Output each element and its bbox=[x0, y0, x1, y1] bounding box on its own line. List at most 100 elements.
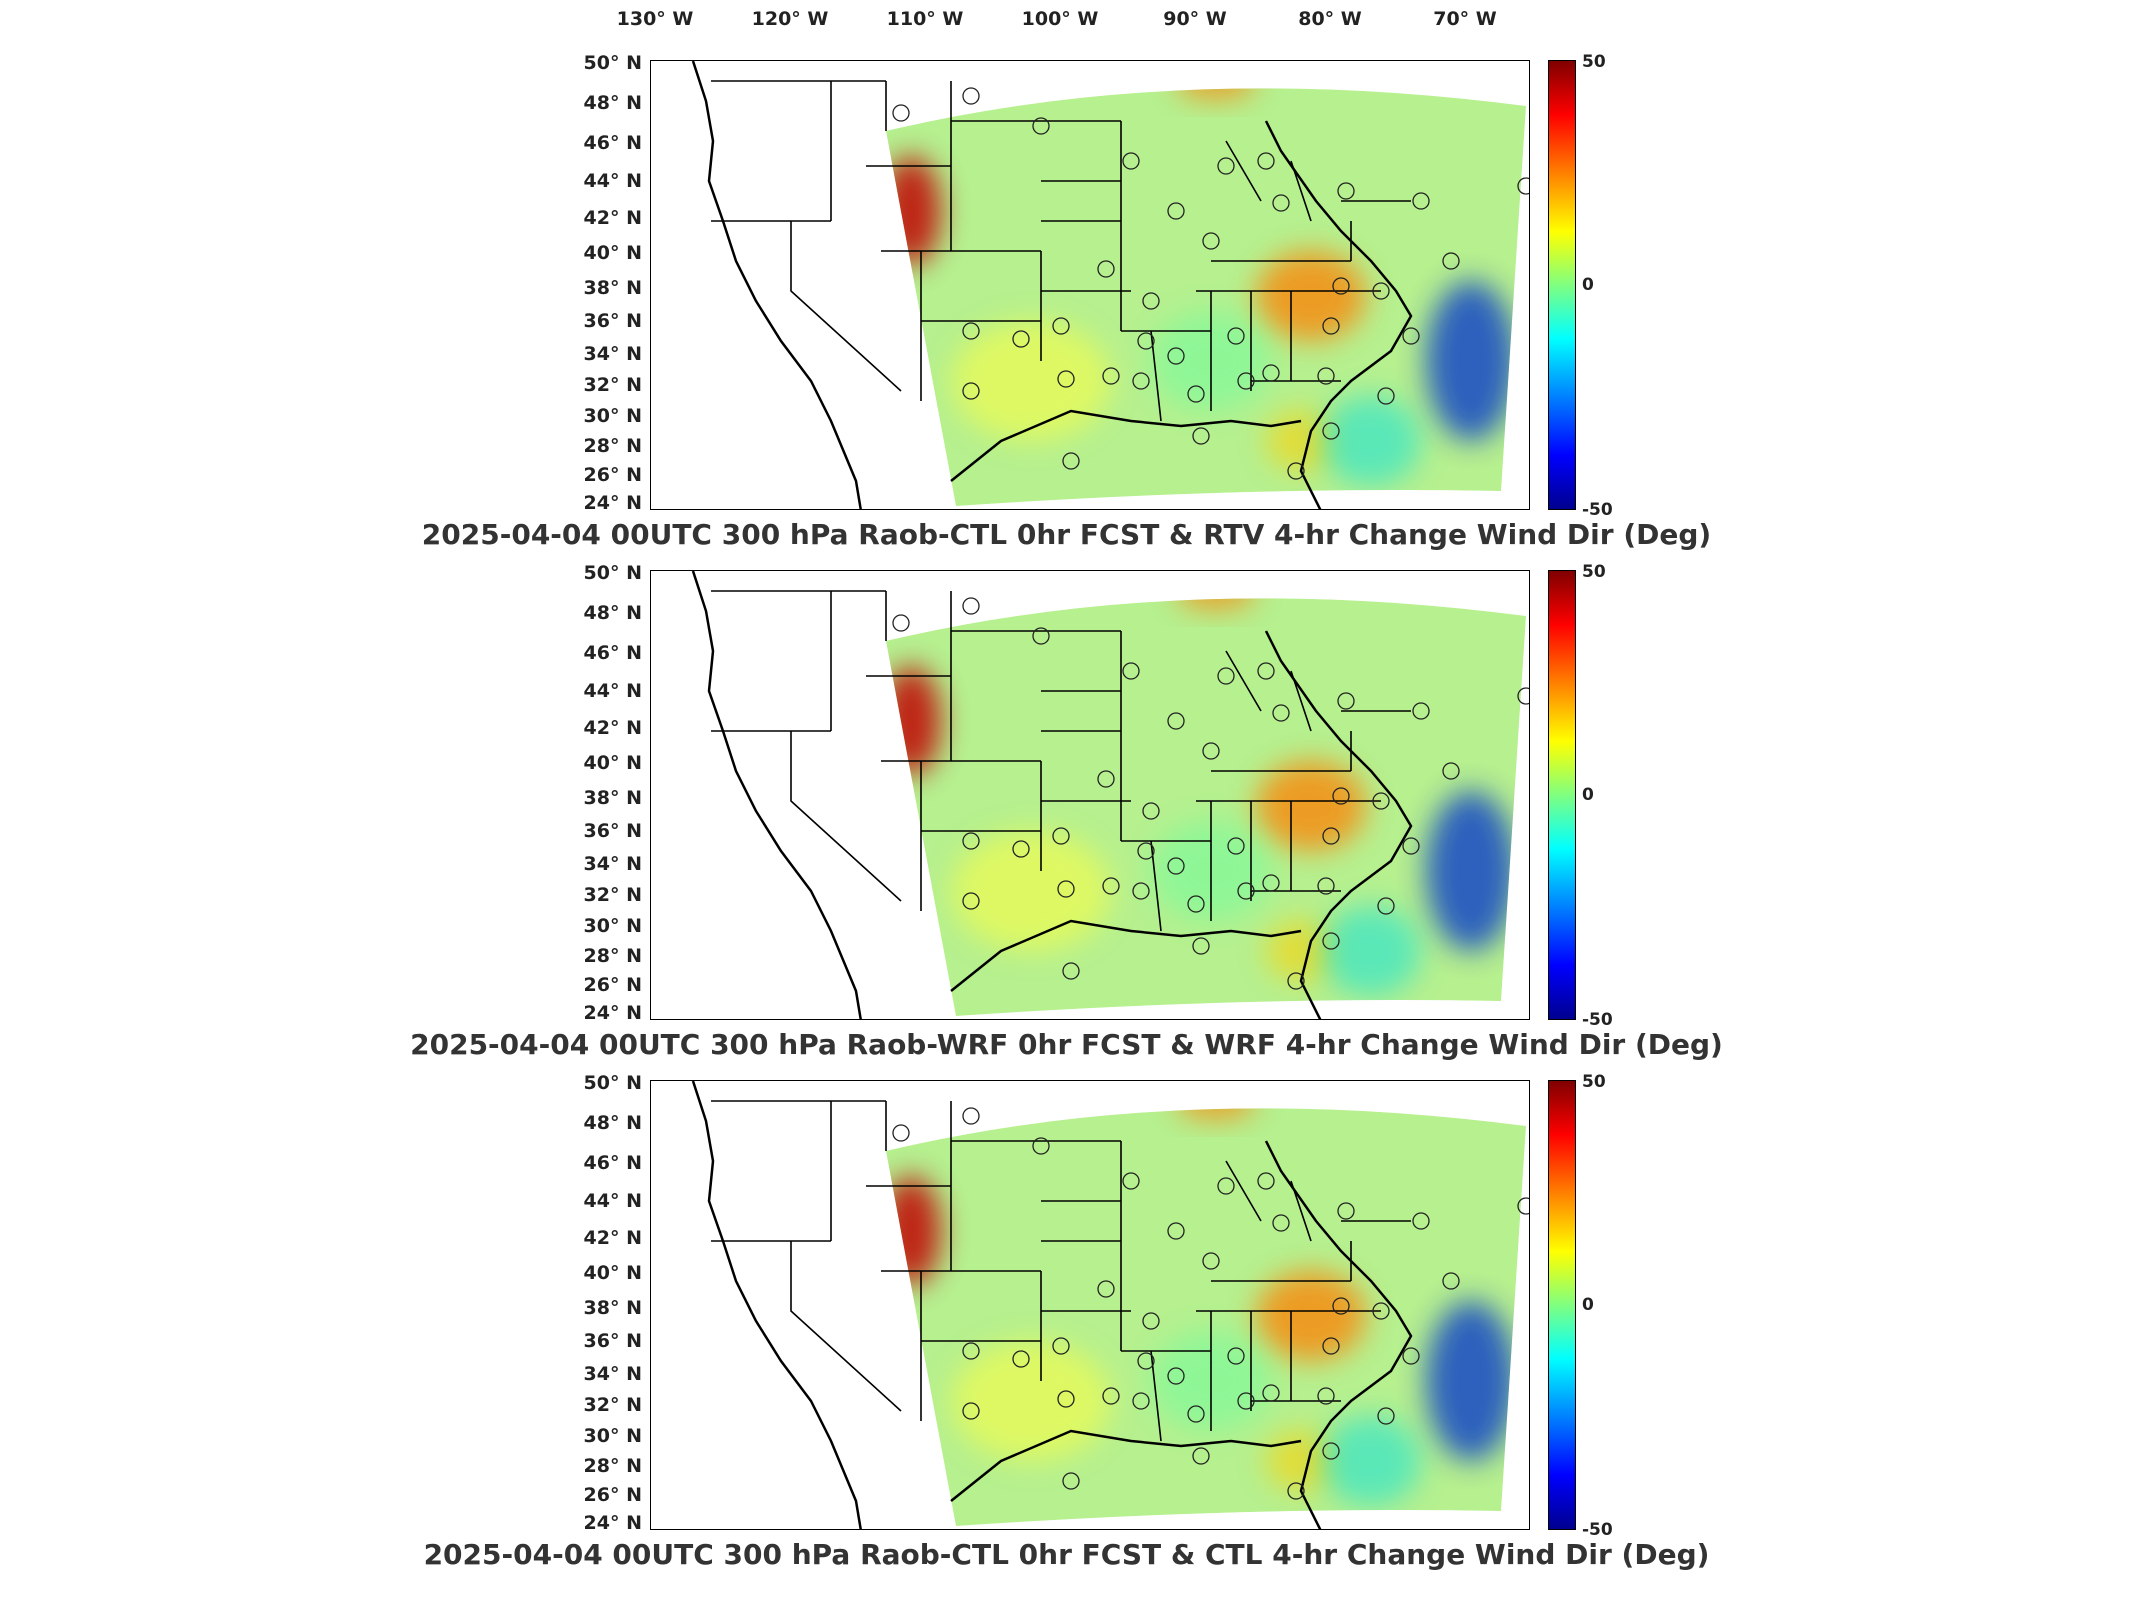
station-circle-marker bbox=[1262, 874, 1280, 892]
station-circle-marker bbox=[962, 87, 980, 105]
station-circle-marker bbox=[962, 597, 980, 615]
station-circle-marker bbox=[1102, 877, 1120, 895]
lon-label: 110° W bbox=[886, 8, 964, 30]
station-circle-marker bbox=[1332, 277, 1350, 295]
station-circle-marker bbox=[1287, 462, 1305, 480]
lat-label: 44° N bbox=[583, 680, 642, 702]
station-circle-marker bbox=[1057, 880, 1075, 898]
lon-label: 100° W bbox=[1021, 8, 1099, 30]
lat-label: 46° N bbox=[583, 642, 642, 664]
station-circle-marker bbox=[1322, 932, 1340, 950]
station-circle-marker bbox=[1192, 1447, 1210, 1465]
station-circle-marker bbox=[1062, 1472, 1080, 1490]
station-circle-marker bbox=[1217, 1177, 1235, 1195]
wind-dir-map bbox=[691, 571, 1529, 1019]
station-circle-marker bbox=[1402, 1347, 1420, 1365]
station-circle-marker bbox=[1137, 1352, 1155, 1370]
lat-label: 34° N bbox=[583, 1363, 642, 1385]
station-circle-marker bbox=[1167, 712, 1185, 730]
lat-label: 30° N bbox=[583, 405, 642, 427]
map-frame bbox=[650, 1080, 1530, 1530]
colorbar-mid-label: 0 bbox=[1582, 1295, 1594, 1315]
station-circle-marker bbox=[1377, 387, 1395, 405]
colorbar-min-label: -50 bbox=[1582, 1520, 1613, 1540]
lat-label: 46° N bbox=[583, 1152, 642, 1174]
colorbar bbox=[1548, 1080, 1576, 1530]
lon-label: 90° W bbox=[1163, 8, 1227, 30]
station-circle-marker bbox=[892, 614, 910, 632]
station-circle-marker bbox=[1052, 827, 1070, 845]
station-circle-marker bbox=[1322, 317, 1340, 335]
station-circle-marker bbox=[1377, 1407, 1395, 1425]
station-circle-marker bbox=[1372, 282, 1390, 300]
station-circle-marker bbox=[1227, 1347, 1245, 1365]
lat-label: 34° N bbox=[583, 343, 642, 365]
station-circle-marker bbox=[1322, 827, 1340, 845]
station-circle-marker bbox=[1257, 152, 1275, 170]
station-circle-marker bbox=[1102, 1387, 1120, 1405]
station-circle-marker bbox=[1262, 1384, 1280, 1402]
lat-label: 38° N bbox=[583, 1297, 642, 1319]
wind-dir-map bbox=[691, 1081, 1529, 1529]
panel-title: 2025-04-04 00UTC 300 hPa Raob-CTL 0hr FC… bbox=[423, 1538, 1710, 1571]
lon-label: 130° W bbox=[616, 8, 694, 30]
colorbar-mid-label: 0 bbox=[1582, 275, 1594, 295]
colorbar-max-label: 50 bbox=[1582, 52, 1606, 72]
lat-label: 42° N bbox=[583, 1227, 642, 1249]
colorbar-max-label: 50 bbox=[1582, 1072, 1606, 1092]
map-panel-2: 50° N 48° N 46° N 44° N 42° N 40° N 38° N 36° N… bbox=[0, 562, 2133, 1080]
lon-label: 120° W bbox=[751, 8, 829, 30]
lat-label: 44° N bbox=[583, 1190, 642, 1212]
station-circle-marker bbox=[892, 1124, 910, 1142]
station-circle-marker bbox=[962, 832, 980, 850]
station-circle-marker bbox=[1052, 317, 1070, 335]
station-circle-marker bbox=[1167, 347, 1185, 365]
map-frame bbox=[650, 60, 1530, 510]
station-circle-marker bbox=[1012, 840, 1030, 858]
station-circle-marker bbox=[1322, 1442, 1340, 1460]
station-circle-marker bbox=[1167, 1222, 1185, 1240]
lat-label: 36° N bbox=[583, 310, 642, 332]
station-circle-marker bbox=[1097, 1280, 1115, 1298]
station-circle-marker bbox=[1287, 972, 1305, 990]
station-circle-marker bbox=[1142, 802, 1160, 820]
lat-label: 40° N bbox=[583, 752, 642, 774]
station-circle-marker bbox=[1402, 327, 1420, 345]
station-circle-marker bbox=[1097, 260, 1115, 278]
station-circle-marker bbox=[1227, 327, 1245, 345]
station-circle-marker bbox=[962, 1342, 980, 1360]
station-circle-marker bbox=[1237, 882, 1255, 900]
station-circle-marker bbox=[1322, 422, 1340, 440]
colorbar-mid-label: 0 bbox=[1582, 785, 1594, 805]
station-circle-marker bbox=[962, 322, 980, 340]
station-circle-marker bbox=[1237, 1392, 1255, 1410]
station-circle-marker bbox=[1137, 842, 1155, 860]
lat-label: 42° N bbox=[583, 207, 642, 229]
map-panel-3: 50° N 48° N 46° N 44° N 42° N 40° N 38° N 36° N… bbox=[0, 1072, 2133, 1590]
station-circle-marker bbox=[1337, 692, 1355, 710]
station-circle-marker bbox=[1412, 702, 1430, 720]
lat-label: 50° N bbox=[583, 1072, 642, 1094]
lat-label: 48° N bbox=[583, 602, 642, 624]
station-circle-marker bbox=[1442, 1272, 1460, 1290]
station-circle-marker bbox=[1257, 1172, 1275, 1190]
station-circle-marker bbox=[1317, 1387, 1335, 1405]
station-circle-marker bbox=[1262, 364, 1280, 382]
station-circle-marker bbox=[1187, 1405, 1205, 1423]
station-circle-marker bbox=[1032, 1137, 1050, 1155]
lat-label: 28° N bbox=[583, 1455, 642, 1477]
station-circle-marker bbox=[1257, 662, 1275, 680]
station-circle-marker bbox=[1012, 330, 1030, 348]
station-circle-marker bbox=[1322, 1337, 1340, 1355]
station-circle-marker bbox=[1442, 252, 1460, 270]
station-circle-marker bbox=[1057, 1390, 1075, 1408]
map-frame bbox=[650, 570, 1530, 1020]
station-circle-marker bbox=[1032, 627, 1050, 645]
station-circle-marker bbox=[1167, 857, 1185, 875]
station-circle-marker bbox=[1132, 1392, 1150, 1410]
lon-label: 80° W bbox=[1298, 8, 1362, 30]
station-circle-marker bbox=[1337, 1202, 1355, 1220]
lat-label: 28° N bbox=[583, 945, 642, 967]
lat-label: 24° N bbox=[583, 492, 642, 514]
station-circle-marker bbox=[1142, 292, 1160, 310]
